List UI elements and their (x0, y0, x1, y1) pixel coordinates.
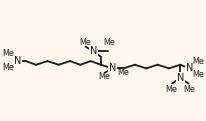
Text: N: N (14, 56, 21, 66)
Text: N: N (186, 63, 193, 73)
Text: Me: Me (79, 38, 91, 47)
Text: Me: Me (99, 72, 111, 81)
Text: N: N (109, 63, 116, 73)
Text: N: N (177, 73, 184, 83)
Text: Me: Me (192, 70, 204, 79)
Text: Me: Me (165, 85, 177, 94)
Text: Me: Me (3, 63, 15, 72)
Text: Me: Me (192, 57, 204, 66)
Text: Me: Me (103, 38, 115, 47)
Text: N: N (90, 46, 97, 56)
Text: Me: Me (118, 68, 130, 77)
Text: Me: Me (184, 85, 195, 94)
Text: Me: Me (3, 49, 15, 58)
